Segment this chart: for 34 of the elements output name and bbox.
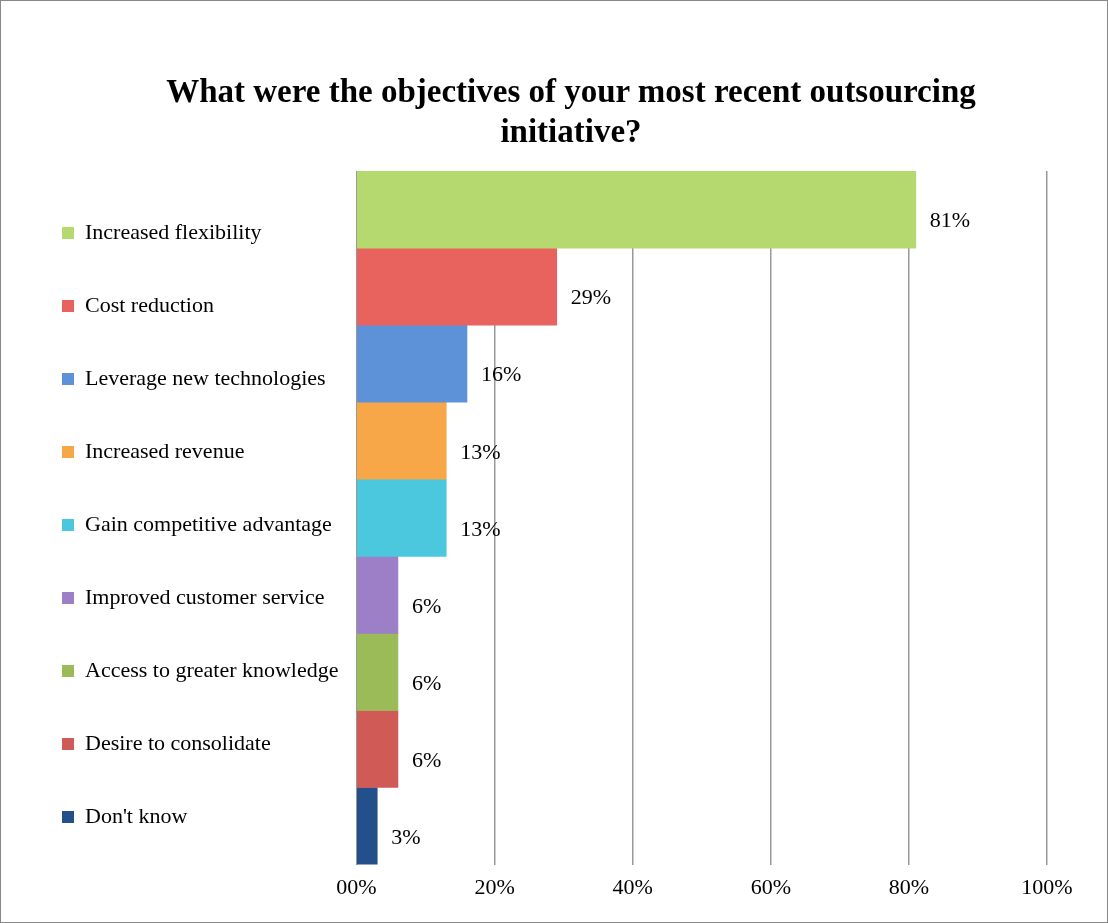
legend-label: Don't know — [85, 802, 188, 828]
bar — [356, 171, 917, 249]
legend-label: Access to greater knowledge — [85, 656, 339, 682]
x-tick-label: 100% — [1021, 873, 1073, 899]
data-label: 29% — [570, 284, 612, 310]
legend-label: Increased revenue — [85, 437, 245, 463]
data-label: 6% — [411, 746, 442, 772]
x-tick-label: 80% — [888, 873, 930, 899]
bar — [356, 401, 447, 480]
chart-title: What were the objectives of your most recent outsourcing initiative? — [165, 72, 977, 151]
legend-label: Leverage new technologies — [85, 364, 326, 390]
bar — [356, 556, 399, 634]
data-label: 81% — [929, 207, 971, 233]
legend-label: Gain competitive advantage — [85, 510, 332, 536]
data-label: 6% — [411, 669, 442, 695]
data-label: 13% — [460, 515, 501, 541]
bar — [356, 324, 468, 403]
bar — [356, 710, 399, 788]
bar — [356, 633, 399, 711]
x-tick-label: 00% — [336, 873, 377, 899]
legend-label: Increased flexibility — [85, 218, 262, 244]
legend-label: Improved customer service — [85, 583, 325, 609]
x-tick-label: 40% — [612, 873, 653, 899]
data-label: 6% — [411, 592, 442, 618]
data-label: 3% — [391, 823, 421, 849]
bar — [356, 478, 447, 557]
data-label: 13% — [460, 438, 501, 464]
bar — [356, 787, 378, 865]
x-tick-label: 20% — [474, 873, 515, 899]
legend-label: Desire to consolidate — [85, 729, 271, 755]
legend-label: Cost reduction — [85, 291, 214, 317]
x-tick-label: 60% — [750, 873, 791, 899]
bar — [356, 247, 558, 326]
data-label: 16% — [480, 361, 522, 387]
